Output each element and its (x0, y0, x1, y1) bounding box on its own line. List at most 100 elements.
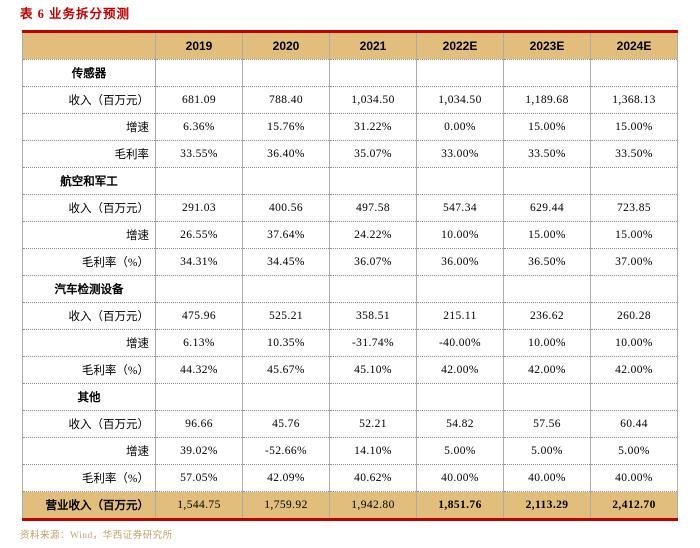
table-header-row: 2019 2020 2021 2022E 2023E 2024E (22, 31, 678, 60)
table-row: 毛利率 33.55% 36.40% 35.07% 33.00% 33.50% 3… (22, 140, 678, 168)
value-cell: 96.66 (155, 410, 243, 438)
table-row-section: 航空和军工 (22, 167, 678, 195)
value-cell: 24.22% (329, 221, 417, 249)
value-cell (503, 59, 591, 87)
row-label: 航空和军工 (22, 167, 156, 195)
value-cell: 475.96 (155, 302, 243, 330)
table-row-total: 营业收入（百万元） 1,544.75 1,759.92 1,942.80 1,8… (22, 491, 678, 520)
row-label: 毛利率（%） (22, 356, 156, 384)
value-cell: 36.00% (416, 248, 504, 276)
value-cell: 42.00% (590, 356, 678, 384)
value-cell (242, 167, 330, 195)
table-row: 增速 39.02% -52.66% 14.10% 5.00% 5.00% 5.0… (22, 437, 678, 465)
row-label: 营业收入（百万元） (22, 491, 156, 520)
value-cell: 40.62% (329, 464, 417, 492)
row-label: 毛利率 (22, 140, 156, 168)
value-cell (329, 167, 417, 195)
value-cell (503, 275, 591, 303)
value-cell: 629.44 (503, 194, 591, 222)
value-cell: 54.82 (416, 410, 504, 438)
value-cell (329, 383, 417, 411)
value-cell (590, 275, 678, 303)
table-row: 毛利率（%） 34.31% 34.45% 36.07% 36.00% 36.50… (22, 248, 678, 276)
row-label: 收入（百万元） (22, 410, 156, 438)
table-row: 毛利率（%） 57.05% 42.09% 40.62% 40.00% 40.00… (22, 464, 678, 492)
value-cell: 1,851.76 (416, 491, 504, 520)
value-cell (329, 59, 417, 87)
value-cell: 15.00% (503, 221, 591, 249)
year-column-header: 2024E (590, 31, 678, 60)
value-cell: 52.21 (329, 410, 417, 438)
row-label: 收入（百万元） (22, 302, 156, 330)
value-cell: 1,942.80 (329, 491, 417, 520)
value-cell: 40.00% (416, 464, 504, 492)
value-cell: 44.32% (155, 356, 243, 384)
value-cell: 260.28 (590, 302, 678, 330)
value-cell (155, 167, 243, 195)
page-title: 表 6 业务拆分预测 (20, 7, 131, 21)
value-cell: 37.00% (590, 248, 678, 276)
table-row: 收入（百万元） 475.96 525.21 358.51 215.11 236.… (22, 302, 678, 330)
year-column-header: 2020 (242, 31, 330, 60)
table-row: 收入（百万元） 681.09 788.40 1,034.50 1,034.50 … (22, 86, 678, 114)
value-cell: 45.10% (329, 356, 417, 384)
value-cell: 215.11 (416, 302, 504, 330)
value-cell: 788.40 (242, 86, 330, 114)
value-cell: 525.21 (242, 302, 330, 330)
value-cell: 5.00% (590, 437, 678, 465)
value-cell: 33.00% (416, 140, 504, 168)
value-cell: -31.74% (329, 329, 417, 357)
value-cell (155, 59, 243, 87)
value-cell (416, 167, 504, 195)
value-cell (503, 167, 591, 195)
table-row-section: 传感器 (22, 59, 678, 87)
value-cell: 36.50% (503, 248, 591, 276)
table-row: 增速 26.55% 37.64% 24.22% 10.00% 15.00% 15… (22, 221, 678, 249)
row-label: 增速 (22, 221, 156, 249)
value-cell: 1,034.50 (416, 86, 504, 114)
row-label: 增速 (22, 113, 156, 141)
value-cell: 33.50% (503, 140, 591, 168)
value-cell: 15.76% (242, 113, 330, 141)
value-cell: 0.00% (416, 113, 504, 141)
value-cell: 6.13% (155, 329, 243, 357)
value-cell: 45.67% (242, 356, 330, 384)
value-cell: 497.58 (329, 194, 417, 222)
value-cell: 5.00% (503, 437, 591, 465)
value-cell: 10.00% (503, 329, 591, 357)
value-cell: 35.07% (329, 140, 417, 168)
value-cell (590, 59, 678, 87)
table-row-section: 其他 (22, 383, 678, 411)
value-cell: 5.00% (416, 437, 504, 465)
value-cell: 33.55% (155, 140, 243, 168)
year-column-header: 2022E (416, 31, 504, 60)
value-cell: 547.34 (416, 194, 504, 222)
value-cell: 1,544.75 (155, 491, 243, 520)
row-label: 毛利率（%） (22, 464, 156, 492)
value-cell: 42.00% (416, 356, 504, 384)
forecast-table: 2019 2020 2021 2022E 2023E 2024E 传感器 收入（… (22, 30, 678, 521)
table-row: 收入（百万元） 96.66 45.76 52.21 54.82 57.56 60… (22, 410, 678, 438)
value-cell (155, 275, 243, 303)
row-label: 其他 (22, 383, 156, 411)
value-cell: 1,189.68 (503, 86, 591, 114)
value-cell (242, 383, 330, 411)
value-cell: 36.07% (329, 248, 417, 276)
value-cell: 39.02% (155, 437, 243, 465)
row-label: 增速 (22, 437, 156, 465)
value-cell: 33.50% (590, 140, 678, 168)
value-cell: 15.00% (503, 113, 591, 141)
table-row: 增速 6.13% 10.35% -31.74% -40.00% 10.00% 1… (22, 329, 678, 357)
value-cell: 358.51 (329, 302, 417, 330)
value-cell (416, 275, 504, 303)
source-note: 资料来源：Wind，华西证券研究所 (20, 531, 173, 541)
value-cell: 57.05% (155, 464, 243, 492)
value-cell: 10.00% (416, 221, 504, 249)
row-label: 收入（百万元） (22, 194, 156, 222)
value-cell: 2,412.70 (590, 491, 678, 520)
year-column-header: 2021 (329, 31, 417, 60)
year-column-header: 2019 (155, 31, 243, 60)
row-label: 增速 (22, 329, 156, 357)
value-cell: 723.85 (590, 194, 678, 222)
value-cell (416, 383, 504, 411)
